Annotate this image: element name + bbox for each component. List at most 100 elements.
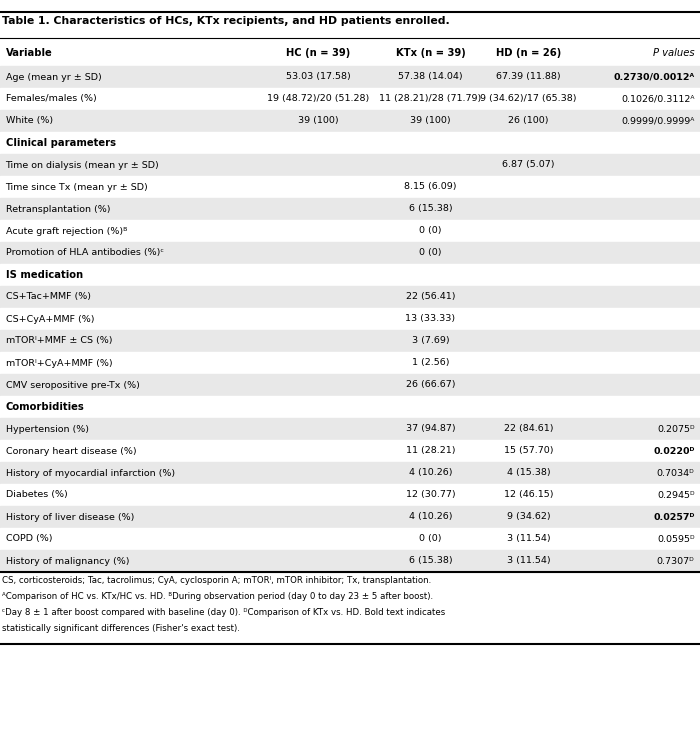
Bar <box>0 396 700 418</box>
Text: CS, corticosteroids; Tac, tacrolimus; CyA, cyclosporin A; mTORᴵ, mTOR inhibitor;: CS, corticosteroids; Tac, tacrolimus; Cy… <box>2 576 431 585</box>
Bar <box>0 154 700 176</box>
Text: 0.7307ᴰ: 0.7307ᴰ <box>657 557 694 565</box>
Text: 0.2945ᴰ: 0.2945ᴰ <box>657 490 694 499</box>
Text: 22 (56.41): 22 (56.41) <box>406 292 455 301</box>
Text: HD (n = 26): HD (n = 26) <box>496 48 561 58</box>
Text: ᴬComparison of HC vs. KTx/HC vs. HD. ᴮDuring observation period (day 0 to day 23: ᴬComparison of HC vs. KTx/HC vs. HD. ᴮDu… <box>2 592 433 601</box>
Text: Promotion of HLA antibodies (%)ᶜ: Promotion of HLA antibodies (%)ᶜ <box>6 248 164 257</box>
Text: 67.39 (11.88): 67.39 (11.88) <box>496 72 561 82</box>
Text: 0 (0): 0 (0) <box>419 534 442 544</box>
Text: 15 (57.70): 15 (57.70) <box>504 446 553 455</box>
Text: 0.0595ᴰ: 0.0595ᴰ <box>657 534 694 544</box>
Text: HC (n = 39): HC (n = 39) <box>286 48 351 58</box>
Text: 19 (48.72)/20 (51.28): 19 (48.72)/20 (51.28) <box>267 94 370 103</box>
Text: History of liver disease (%): History of liver disease (%) <box>6 513 134 522</box>
Text: 57.38 (14.04): 57.38 (14.04) <box>398 72 463 82</box>
Text: 12 (30.77): 12 (30.77) <box>406 490 455 499</box>
Bar <box>0 242 700 264</box>
Text: 0.7034ᴰ: 0.7034ᴰ <box>657 469 694 478</box>
Bar <box>0 198 700 220</box>
Bar <box>0 462 700 484</box>
Text: 37 (94.87): 37 (94.87) <box>406 425 455 434</box>
Text: 26 (66.67): 26 (66.67) <box>406 380 455 390</box>
Bar <box>0 440 700 462</box>
Text: 3 (11.54): 3 (11.54) <box>507 557 550 565</box>
Bar <box>0 352 700 374</box>
Text: COPD (%): COPD (%) <box>6 534 52 544</box>
Bar <box>0 110 700 132</box>
Text: Clinical parameters: Clinical parameters <box>6 138 116 148</box>
Text: History of myocardial infarction (%): History of myocardial infarction (%) <box>6 469 174 478</box>
Text: 0 (0): 0 (0) <box>419 226 442 236</box>
Bar <box>0 484 700 506</box>
Text: 6.87 (5.07): 6.87 (5.07) <box>503 161 554 170</box>
Bar <box>0 308 700 330</box>
Text: 6 (15.38): 6 (15.38) <box>409 557 452 565</box>
Text: 11 (28.21): 11 (28.21) <box>406 446 455 455</box>
Text: Coronary heart disease (%): Coronary heart disease (%) <box>6 446 136 455</box>
Text: mTORᴵ+CyA+MMF (%): mTORᴵ+CyA+MMF (%) <box>6 359 112 368</box>
Bar <box>0 528 700 550</box>
Text: 11 (28.21)/28 (71.79): 11 (28.21)/28 (71.79) <box>379 94 482 103</box>
Text: Acute graft rejection (%)ᴮ: Acute graft rejection (%)ᴮ <box>6 226 127 236</box>
Bar <box>0 66 700 88</box>
Text: Variable: Variable <box>6 48 53 58</box>
Text: 4 (15.38): 4 (15.38) <box>507 469 550 478</box>
Text: Hypertension (%): Hypertension (%) <box>6 425 88 434</box>
Text: CS+CyA+MMF (%): CS+CyA+MMF (%) <box>6 315 94 324</box>
Bar <box>0 550 700 572</box>
Bar <box>0 506 700 528</box>
Text: 0.0220ᴰ: 0.0220ᴰ <box>653 446 694 455</box>
Text: Retransplantation (%): Retransplantation (%) <box>6 205 110 214</box>
Text: IS medication: IS medication <box>6 270 83 280</box>
Text: ᶜDay 8 ± 1 after boost compared with baseline (day 0). ᴰComparison of KTx vs. HD: ᶜDay 8 ± 1 after boost compared with bas… <box>2 608 445 617</box>
Bar <box>0 176 700 198</box>
Text: 12 (46.15): 12 (46.15) <box>504 490 553 499</box>
Text: 0.9999/0.9999ᴬ: 0.9999/0.9999ᴬ <box>621 117 694 126</box>
Text: Females/males (%): Females/males (%) <box>6 94 97 103</box>
Text: P values: P values <box>653 48 694 58</box>
Text: 0.1026/0.3112ᴬ: 0.1026/0.3112ᴬ <box>621 94 694 103</box>
Text: 39 (100): 39 (100) <box>298 117 339 126</box>
Text: 6 (15.38): 6 (15.38) <box>409 205 452 214</box>
Bar <box>0 418 700 440</box>
Text: 13 (33.33): 13 (33.33) <box>405 315 456 324</box>
Bar <box>0 374 700 396</box>
Text: White (%): White (%) <box>6 117 53 126</box>
Bar <box>0 220 700 242</box>
Text: 4 (10.26): 4 (10.26) <box>409 469 452 478</box>
Text: 3 (11.54): 3 (11.54) <box>507 534 550 544</box>
Text: CS+Tac+MMF (%): CS+Tac+MMF (%) <box>6 292 90 301</box>
Bar <box>0 286 700 308</box>
Text: statistically significant differences (Fisher's exact test).: statistically significant differences (F… <box>2 624 240 633</box>
Bar <box>0 40 700 66</box>
Text: Time since Tx (mean yr ± SD): Time since Tx (mean yr ± SD) <box>6 182 148 191</box>
Text: 0.0257ᴰ: 0.0257ᴰ <box>653 513 694 522</box>
Bar <box>0 132 700 154</box>
Text: Time on dialysis (mean yr ± SD): Time on dialysis (mean yr ± SD) <box>6 161 160 170</box>
Text: 4 (10.26): 4 (10.26) <box>409 513 452 522</box>
Text: 9 (34.62)/17 (65.38): 9 (34.62)/17 (65.38) <box>480 94 577 103</box>
Text: Table 1. Characteristics of HCs, KTx recipients, and HD patients enrolled.: Table 1. Characteristics of HCs, KTx rec… <box>2 16 449 26</box>
Text: 26 (100): 26 (100) <box>508 117 549 126</box>
Text: Diabetes (%): Diabetes (%) <box>6 490 67 499</box>
Text: 22 (84.61): 22 (84.61) <box>504 425 553 434</box>
Bar <box>0 88 700 110</box>
Text: 3 (7.69): 3 (7.69) <box>412 336 449 345</box>
Text: KTx (n = 39): KTx (n = 39) <box>395 48 466 58</box>
Text: CMV seropositive pre-Tx (%): CMV seropositive pre-Tx (%) <box>6 380 139 390</box>
Text: 9 (34.62): 9 (34.62) <box>507 513 550 522</box>
Text: History of malignancy (%): History of malignancy (%) <box>6 557 129 565</box>
Text: 53.03 (17.58): 53.03 (17.58) <box>286 72 351 82</box>
Bar <box>0 330 700 352</box>
Text: 0.2075ᴰ: 0.2075ᴰ <box>657 425 694 434</box>
Text: 39 (100): 39 (100) <box>410 117 451 126</box>
Text: 8.15 (6.09): 8.15 (6.09) <box>405 182 456 191</box>
Text: Comorbidities: Comorbidities <box>6 402 84 412</box>
Bar <box>0 264 700 286</box>
Text: mTORᴵ+MMF ± CS (%): mTORᴵ+MMF ± CS (%) <box>6 336 112 345</box>
Text: Age (mean yr ± SD): Age (mean yr ± SD) <box>6 72 101 82</box>
Text: 1 (2.56): 1 (2.56) <box>412 359 449 368</box>
Text: 0.2730/0.0012ᴬ: 0.2730/0.0012ᴬ <box>613 72 694 82</box>
Text: 0 (0): 0 (0) <box>419 248 442 257</box>
